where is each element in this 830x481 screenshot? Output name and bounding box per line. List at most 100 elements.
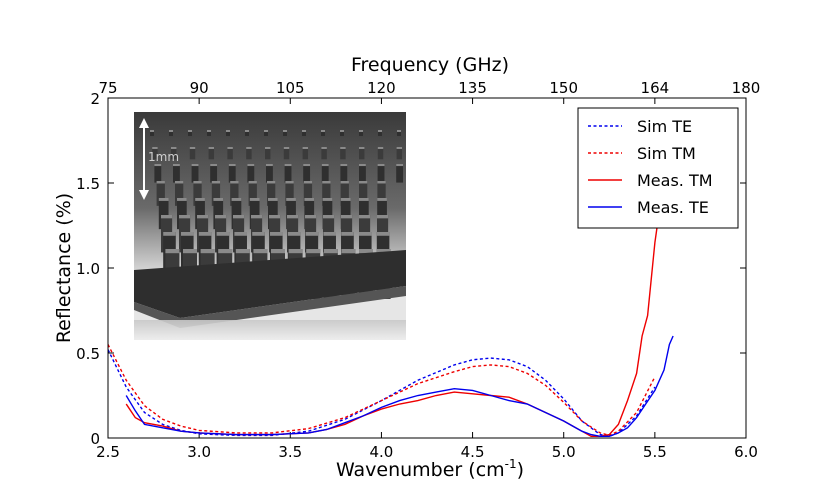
inset-pillar: [213, 198, 224, 230]
inset-pillar-top: [396, 147, 403, 149]
inset-pillar-top: [197, 215, 209, 219]
inset-pillar: [246, 147, 252, 160]
inset-pillar: [322, 181, 331, 206]
inset-pillar: [359, 198, 369, 230]
inset-pillar: [175, 181, 184, 206]
x-tick-label: 5.5: [643, 443, 667, 461]
inset-pillar-top: [154, 164, 162, 167]
inset-pillar: [231, 198, 242, 230]
inset-pillar-top: [283, 130, 287, 132]
inset-pillar-top: [305, 232, 319, 236]
y-tick-label: 0.5: [76, 345, 100, 363]
inset-pillar-top: [179, 215, 191, 219]
inset-pillar-top: [228, 164, 236, 167]
inset-pillar-top: [285, 181, 294, 184]
inset-photo: 1mm: [134, 112, 406, 340]
inset-pillar-top: [397, 130, 401, 132]
inset-pillar: [284, 164, 292, 183]
inset-pillar: [207, 130, 211, 136]
inset-pillar-top: [200, 249, 215, 254]
inset-pillar: [359, 164, 366, 183]
legend-label: Sim TM: [637, 144, 696, 163]
legend-label: Meas. TE: [637, 198, 709, 217]
inset-pillar-top: [177, 198, 187, 201]
legend-label: Meas. TM: [637, 171, 713, 190]
inset-pillar-top: [231, 198, 242, 201]
x-tick-label: 4.5: [461, 443, 485, 461]
inset-pillar-top: [156, 181, 165, 184]
inset-pillar: [283, 147, 290, 160]
inset-pillar-top: [208, 147, 215, 149]
inset-pillar: [267, 181, 276, 206]
top-tick-label: 105: [276, 79, 305, 97]
inset-pillar: [193, 181, 202, 206]
top-axis-label: Frequency (GHz): [351, 54, 509, 76]
inset-pillar-top: [359, 130, 363, 132]
inset-pillar: [283, 130, 287, 136]
inset-pillar-top: [340, 130, 344, 132]
inset-pillar: [210, 164, 218, 183]
inset-pillar-top: [189, 147, 196, 149]
x-tick-label: 5.0: [552, 443, 576, 461]
inset-pillar-top: [226, 130, 230, 132]
x-tick-label: 2.5: [96, 443, 120, 461]
inset-pillar: [156, 181, 165, 206]
top-tick-label: 164: [641, 79, 670, 97]
inset-pillar: [189, 147, 196, 160]
inset-pillar-top: [218, 249, 233, 254]
inset-pillar-top: [267, 181, 276, 184]
inset-pillar-top: [211, 181, 221, 184]
inset-pillar-top: [161, 215, 173, 219]
inset-pillar: [377, 198, 387, 230]
inset-pillar-top: [377, 181, 386, 184]
inset-pillar: [177, 198, 187, 230]
inset-pillar: [377, 164, 385, 183]
inset-pillar-top: [171, 147, 177, 149]
inset-pillar-top: [152, 147, 158, 149]
inset-pillar-top: [322, 198, 333, 201]
inset-pillar-top: [288, 249, 303, 254]
inset-pillar: [248, 181, 257, 206]
inset-pillar-top: [265, 147, 271, 149]
legend: Sim TE Sim TM Meas. TM Meas. TE: [577, 107, 739, 229]
inset-pillar-top: [376, 232, 390, 236]
inset-pillar-top: [359, 198, 369, 201]
inset-pillar-top: [233, 215, 245, 219]
inset-pillar-top: [340, 181, 349, 184]
series-line-meas-te: [125, 335, 674, 437]
inset-pillar-top: [359, 164, 366, 167]
top-tick-label: 75: [98, 79, 117, 97]
inset-pillar: [154, 164, 162, 183]
inset-pillar: [247, 164, 255, 183]
inset-pillar: [302, 147, 309, 160]
inset-pillar-top: [248, 181, 257, 184]
series-line-sim-te: [108, 349, 656, 438]
inset-pillar: [249, 198, 260, 230]
inset-pillar-top: [195, 198, 205, 201]
inset-pillar-top: [284, 164, 292, 167]
inset-pillar-top: [323, 232, 336, 236]
y-tick-label: 1.0: [76, 260, 100, 278]
inset-pillar-top: [305, 215, 317, 219]
inset-pillar-top: [321, 164, 329, 167]
inset-pillar-top: [270, 232, 283, 236]
inset-pillar: [226, 130, 230, 136]
inset-pillar-top: [163, 232, 176, 236]
inset-pillar-top: [245, 130, 249, 132]
inset-pillar-top: [340, 147, 346, 149]
inset-pillar: [150, 130, 154, 136]
inset-pillar-top: [323, 249, 338, 254]
inset-pillar: [321, 164, 329, 183]
inset-pillar-top: [321, 130, 325, 132]
inset-pillar: [285, 181, 294, 206]
inset-pillar: [188, 130, 192, 136]
inset-pillar: [169, 130, 173, 136]
inset-pillar-top: [340, 198, 351, 201]
inset-pillar-top: [321, 147, 327, 149]
y-tick-label: 2: [90, 90, 100, 108]
inset-pillar-top: [269, 215, 281, 219]
inset-pillar-top: [175, 181, 184, 184]
inset-pillar-top: [302, 147, 309, 149]
x-tick-label: 3.5: [278, 443, 302, 461]
inset-pillar-top: [183, 249, 197, 254]
